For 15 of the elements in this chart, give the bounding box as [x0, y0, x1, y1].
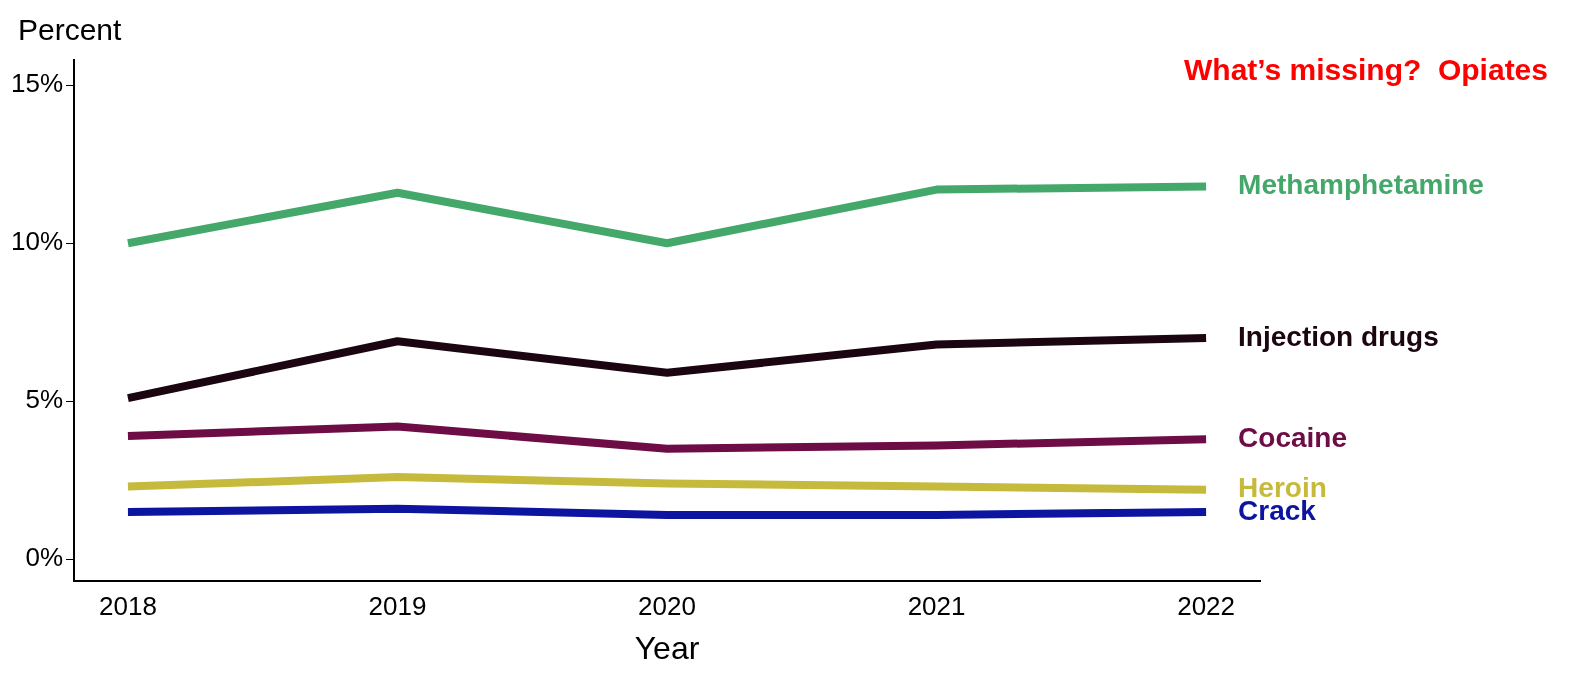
x-tick-label: 2022: [1177, 591, 1236, 622]
x-tick-label: 2019: [368, 591, 427, 622]
series-label: Injection drugs: [1238, 320, 1439, 352]
y-tick-label: 15%: [10, 68, 64, 99]
series-label: Cocaine: [1238, 421, 1348, 453]
y-tick-label: 10%: [10, 226, 64, 257]
x-axis-title: Year: [634, 629, 700, 666]
series-label: Methamphetamine: [1238, 169, 1484, 201]
y-tick-label: 5%: [25, 384, 64, 415]
y-tick-label: 0%: [25, 542, 64, 573]
annotation: What’s missing? Opiates: [1184, 53, 1548, 87]
y-axis-title: Percent: [18, 13, 123, 47]
x-tick-label: 2018: [99, 591, 157, 622]
x-tick-label: 2020: [638, 591, 696, 622]
x-tick-label: 2021: [907, 591, 966, 622]
